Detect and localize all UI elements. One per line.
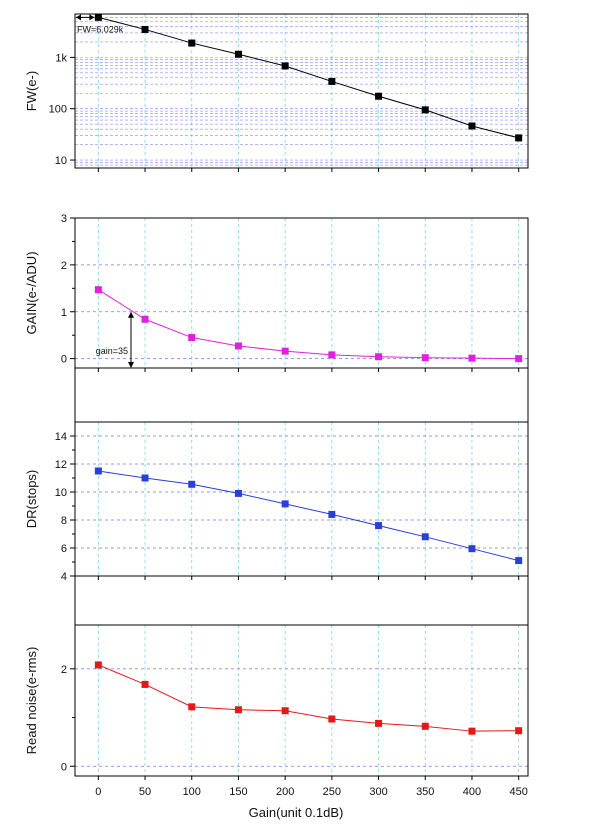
- y-tick-label: 8: [61, 515, 67, 527]
- data-point: [141, 315, 149, 323]
- y-tick-label: 12: [55, 459, 67, 471]
- series-line: [98, 664, 519, 732]
- data-point: [234, 706, 242, 714]
- x-tick-label: 150: [229, 786, 247, 798]
- data-point: [281, 707, 289, 715]
- data-point: [375, 522, 383, 530]
- data-point: [515, 355, 523, 363]
- data-point: [375, 719, 383, 727]
- x-tick-label: 250: [323, 786, 341, 798]
- data-point: [421, 106, 429, 114]
- panel-frame: [74, 217, 529, 369]
- data-point: [94, 286, 102, 294]
- panel-frame: [74, 421, 529, 577]
- panel-frame: [74, 13, 529, 169]
- x-tick-label: 0: [95, 786, 101, 798]
- y-tick-label: 1k: [55, 52, 67, 64]
- x-tick-label: 400: [463, 786, 481, 798]
- panel-2: 0 1 2 3 GAIN(e-/ADU) gain=35: [24, 213, 529, 372]
- y-tick-label: 6: [61, 543, 67, 555]
- y-tick-label: 100: [49, 104, 67, 116]
- data-point: [188, 703, 196, 711]
- data-point: [328, 510, 336, 518]
- data-point: [141, 474, 149, 482]
- data-point: [421, 533, 429, 541]
- data-point: [468, 122, 476, 130]
- data-point: [328, 77, 336, 85]
- data-point: [328, 715, 336, 723]
- x-tick-label: 50: [139, 786, 151, 798]
- panel-3: 4 6 8 10 12 14 DR(stops): [24, 421, 529, 583]
- y-tick-label: 10: [55, 487, 67, 499]
- y-tick-label: 0: [61, 761, 67, 773]
- annotation-arrowhead: [76, 14, 81, 21]
- data-point: [94, 467, 102, 475]
- data-point: [421, 722, 429, 730]
- x-tick-label: 300: [369, 786, 387, 798]
- data-point: [141, 680, 149, 688]
- annotation-arrowhead: [128, 311, 134, 318]
- data-point: [421, 354, 429, 362]
- y-tick-label: 2: [61, 664, 67, 676]
- y-tick-label: 3: [61, 213, 67, 225]
- panel-frame: [74, 624, 529, 777]
- data-point: [281, 62, 289, 70]
- x-tick-label: 450: [509, 786, 527, 798]
- data-point: [468, 354, 476, 362]
- data-point: [188, 334, 196, 342]
- panel-1: 10 100 1k FW(e-) FW=6.029k: [24, 13, 529, 172]
- data-point: [375, 92, 383, 100]
- series-line: [98, 470, 519, 562]
- data-point: [234, 50, 242, 58]
- data-point: [375, 353, 383, 361]
- panel-4: 0 2 Read noise(e-rms): [24, 624, 529, 780]
- y-tick-label: 4: [61, 571, 67, 583]
- annotation-arrowhead: [128, 362, 134, 368]
- data-point: [234, 342, 242, 350]
- data-point: [188, 39, 196, 47]
- annotation-label: FW=6.029k: [77, 24, 124, 34]
- series-line: [98, 289, 519, 360]
- y-tick-label: 1: [61, 307, 67, 319]
- data-point: [234, 489, 242, 497]
- series-line: [98, 16, 519, 139]
- y-tick-label: 10: [55, 155, 67, 167]
- data-point: [94, 13, 102, 21]
- data-point: [281, 347, 289, 355]
- data-point: [515, 134, 523, 142]
- data-point: [141, 25, 149, 33]
- annotation-arrowhead: [89, 14, 95, 21]
- y-axis-title: Read noise(e-rms): [24, 647, 39, 755]
- data-point: [328, 351, 336, 359]
- data-point: [94, 661, 102, 669]
- data-point: [188, 480, 196, 488]
- data-point: [515, 727, 523, 735]
- x-tick-label: 200: [276, 786, 294, 798]
- y-tick-label: 2: [61, 260, 67, 272]
- annotation-label: gain=35: [96, 346, 128, 356]
- y-axis-title: DR(stops): [24, 470, 39, 529]
- y-axis-title: FW(e-): [24, 71, 39, 111]
- data-point: [281, 500, 289, 508]
- data-point: [515, 557, 523, 565]
- x-axis: 0 50 100 150 200 250 300 350 400 450: [95, 786, 528, 798]
- x-tick-label: 350: [416, 786, 434, 798]
- y-tick-label: 0: [61, 354, 67, 366]
- y-axis-title: GAIN(e-/ADU): [24, 251, 39, 334]
- x-axis-title: Gain(unit 0.1dB): [249, 805, 344, 820]
- x-tick-label: 100: [183, 786, 201, 798]
- y-tick-label: 14: [55, 431, 67, 443]
- data-point: [468, 727, 476, 735]
- data-point: [468, 545, 476, 553]
